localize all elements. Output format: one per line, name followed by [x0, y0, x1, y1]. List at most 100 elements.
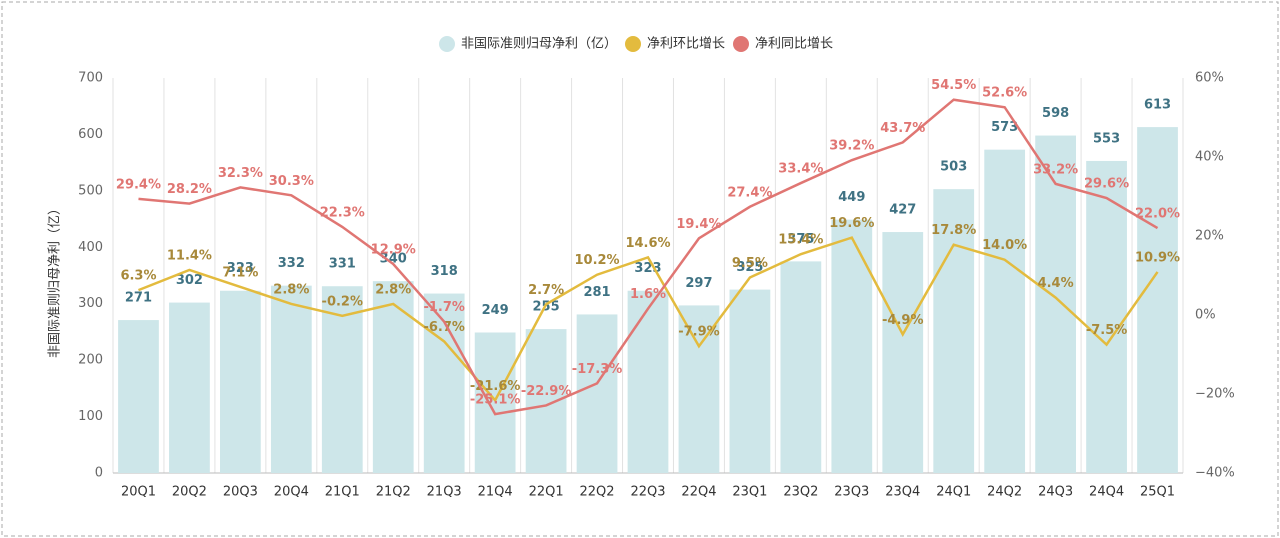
line-label: 33.2%: [1033, 162, 1078, 177]
bar: [831, 219, 873, 473]
bar-label: 503: [940, 160, 967, 175]
y-tick-label: 0: [95, 466, 103, 481]
bar: [118, 320, 159, 473]
x-tick-label: 21Q3: [427, 485, 462, 500]
y-tick-label: 700: [78, 71, 103, 86]
y-tick-label: 500: [78, 183, 103, 198]
line-label: 43.7%: [880, 121, 925, 136]
line-label: 10.2%: [574, 253, 619, 268]
line-label: 30.3%: [269, 174, 314, 189]
y-tick-label: 600: [78, 127, 103, 142]
bar: [576, 314, 618, 473]
x-tick-label: 23Q1: [732, 485, 767, 500]
y-tick-label: 200: [78, 353, 103, 368]
x-tick-label: 24Q2: [987, 485, 1022, 500]
line-label: 12.9%: [371, 243, 416, 258]
line-label: -17.3%: [572, 362, 623, 377]
legend-label: 非国际准则归母净利（亿）: [461, 37, 617, 52]
bar: [1035, 135, 1076, 474]
bar: [220, 290, 261, 473]
line-label: 14.0%: [982, 238, 1027, 253]
line-label: 28.2%: [167, 182, 212, 197]
line-label: -22.9%: [521, 384, 572, 399]
x-tick-label: 22Q4: [681, 485, 716, 500]
x-tick-label: 22Q1: [529, 485, 564, 500]
x-tick-label: 23Q3: [834, 485, 869, 500]
legend-marker: [439, 36, 455, 52]
bar-label: 255: [533, 300, 560, 315]
bar: [984, 149, 1026, 473]
bar: [321, 286, 363, 473]
line-label: 1.6%: [630, 287, 666, 302]
bar-label: 297: [685, 276, 712, 291]
y2-tick-label: 40%: [1195, 150, 1224, 165]
bar-label: 323: [634, 261, 661, 276]
bar: [372, 281, 414, 473]
line-label: 22.3%: [320, 205, 365, 220]
line-label: 54.5%: [931, 78, 976, 93]
bar: [525, 329, 567, 473]
y2-tick-label: 60%: [1195, 71, 1224, 86]
bar-label: 375: [787, 232, 814, 247]
bar-label: 573: [991, 120, 1018, 135]
line-label: 52.6%: [982, 86, 1027, 101]
line-label: 17.8%: [931, 223, 976, 238]
x-tick-label: 22Q3: [630, 485, 665, 500]
bar: [169, 302, 210, 473]
legend-marker: [733, 36, 749, 52]
bar: [474, 332, 516, 473]
legend-label: 净利同比增长: [755, 37, 833, 52]
line-label: -7.5%: [1086, 323, 1127, 338]
x-tick-label: 24Q1: [936, 485, 971, 500]
line-label: 9.5%: [732, 256, 768, 271]
x-tick-label: 22Q2: [580, 485, 615, 500]
x-tick-label: 21Q1: [325, 485, 360, 500]
bar-label: 325: [736, 260, 763, 275]
line-label: -0.2%: [322, 294, 363, 309]
legend-marker: [625, 36, 641, 52]
line-label: 2.7%: [528, 283, 564, 298]
x-tick-label: 20Q3: [223, 485, 258, 500]
line-label: 29.4%: [116, 177, 161, 192]
x-tick-label: 23Q2: [783, 485, 818, 500]
line-label: 19.4%: [676, 217, 721, 232]
x-tick-label: 23Q4: [885, 485, 920, 500]
y2-tick-label: 20%: [1195, 229, 1224, 244]
line-label: -7.9%: [678, 325, 719, 340]
bar-label: 449: [838, 190, 865, 205]
line-label: 7.1%: [222, 265, 258, 280]
bar: [270, 285, 312, 473]
bar-label: 249: [482, 303, 509, 318]
bar-label: 332: [278, 256, 305, 271]
x-tick-label: 21Q2: [376, 485, 411, 500]
y-tick-label: 100: [78, 409, 103, 424]
line: [138, 236, 1159, 403]
line-label: -4.9%: [882, 313, 923, 328]
x-tick-label: 24Q4: [1089, 485, 1124, 500]
bar-label: 323: [227, 261, 254, 276]
line-label: 15.4%: [778, 233, 823, 248]
bar-label: 331: [329, 257, 356, 272]
y2-tick-label: −40%: [1195, 466, 1235, 481]
bar-label: 281: [583, 285, 610, 300]
bar-label: 598: [1042, 106, 1069, 121]
x-tick-label: 20Q2: [172, 485, 207, 500]
bar-label: 318: [431, 264, 458, 279]
bar-label: 271: [125, 291, 152, 306]
x-tick-label: 25Q1: [1140, 485, 1175, 500]
line-label: 27.4%: [727, 185, 772, 200]
line-label: 19.6%: [829, 216, 874, 231]
line-label: 32.3%: [218, 166, 263, 181]
line-label: 29.6%: [1084, 177, 1129, 192]
bar-label: 427: [889, 203, 916, 218]
bar: [627, 290, 669, 473]
bar-label: 553: [1093, 131, 1120, 146]
line-label: 14.6%: [625, 236, 670, 251]
y-tick-label: 400: [78, 240, 103, 255]
y-axis-label: 非国际准则归母净利（亿）: [48, 202, 63, 358]
line-label: 6.3%: [120, 269, 156, 284]
bar: [1137, 127, 1178, 473]
bar: [882, 232, 924, 473]
